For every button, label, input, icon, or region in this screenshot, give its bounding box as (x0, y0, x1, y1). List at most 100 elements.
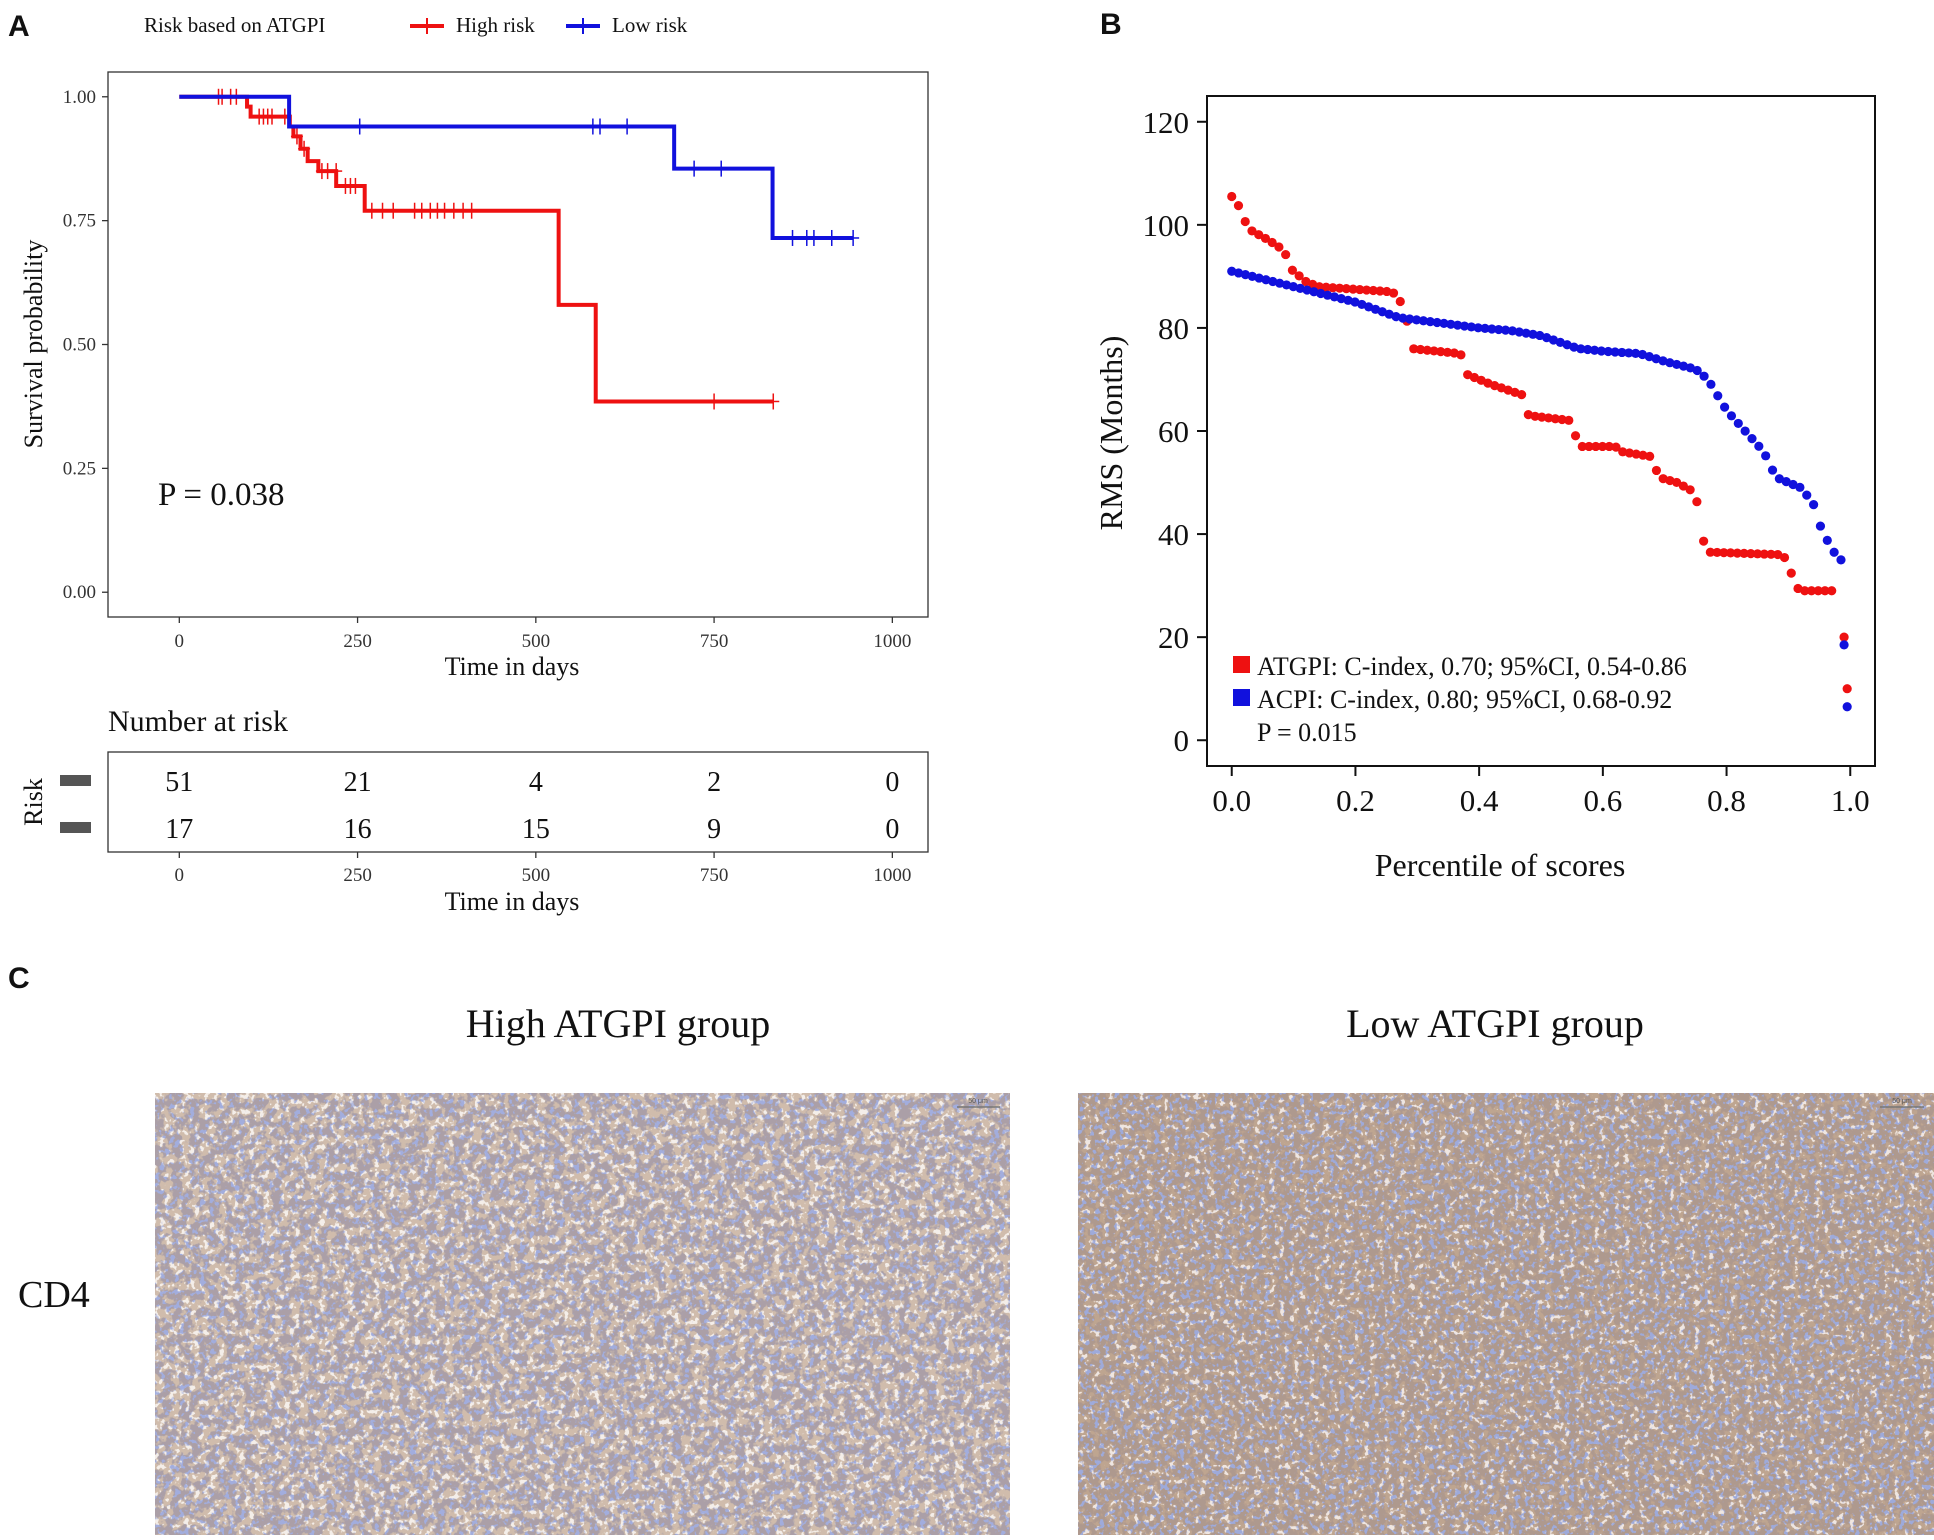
km-legend-title: Risk based on ATGPI (144, 13, 325, 37)
rms-point-acpi (1507, 326, 1518, 336)
ihc-image-high: 50 μm (155, 1093, 1010, 1535)
rms-point-acpi (1521, 328, 1531, 338)
risk-table-y-label: Risk (19, 778, 48, 826)
risk-table-cell: 15 (522, 814, 550, 845)
ihc-title-low: Low ATGPI group (1346, 1001, 1644, 1046)
km-y-tick-label: 0.25 (63, 458, 96, 479)
rms-point-atgpi (1705, 547, 1715, 557)
rms-y-tick-label: 40 (1158, 517, 1189, 552)
rms-point-atgpi (1725, 548, 1736, 558)
rms-point-atgpi (1779, 552, 1790, 563)
rms-point-acpi (1418, 316, 1429, 326)
risk-table-cell: 16 (344, 814, 372, 845)
rms-point-atgpi (1685, 485, 1695, 495)
rms-point-acpi (1795, 482, 1805, 492)
ihc-title-high: High ATGPI group (466, 1001, 770, 1046)
rms-point-acpi (1815, 521, 1826, 531)
rms-point-atgpi (1842, 684, 1852, 694)
risk-table-low-swatch (60, 822, 91, 833)
rms-legend-atgpi-swatch (1233, 656, 1250, 673)
risk-table-cells: 51 21 4 2 0 17 16 15 9 0 (165, 767, 899, 845)
rms-point-acpi (1699, 371, 1709, 381)
rms-x-tick-label: 0.4 (1460, 783, 1499, 818)
km-y-label: Survival probability (19, 240, 48, 449)
km-pvalue: P = 0.038 (158, 477, 285, 513)
rms-point-acpi (1494, 324, 1504, 335)
rms-y-tick-label: 60 (1158, 414, 1189, 449)
rms-point-acpi (1624, 348, 1634, 358)
risk-table-cell: 0 (885, 814, 899, 845)
rms-point-acpi (1596, 346, 1606, 356)
rms-point-acpi (1466, 322, 1476, 332)
rms-point-acpi (1432, 317, 1442, 328)
panel-label-c: C (8, 962, 30, 995)
rms-point-atgpi (1800, 586, 1810, 596)
rms-y-tick-label: 0 (1174, 723, 1190, 758)
rms-point-acpi (1761, 451, 1771, 461)
rms-point-atgpi (1530, 411, 1540, 421)
km-x-label: Time in days (445, 652, 580, 681)
rms-point-atgpi (1604, 441, 1614, 452)
rms-point-acpi (1754, 441, 1764, 451)
risk-table-title: Number at risk (108, 705, 288, 738)
risk-table-high-swatch (60, 775, 91, 786)
rms-point-atgpi (1281, 249, 1291, 260)
rms-point-acpi (1726, 411, 1737, 421)
rms-point-atgpi (1388, 288, 1399, 298)
rms-point-acpi (1487, 324, 1497, 334)
rms-point-acpi (1610, 347, 1620, 357)
rms-pvalue: P = 0.015 (1257, 718, 1357, 747)
rms-point-atgpi (1672, 477, 1682, 488)
rms-point-atgpi (1597, 441, 1608, 452)
rms-point-atgpi (1456, 350, 1466, 360)
km-legend-low-label: Low risk (612, 13, 688, 37)
rms-point-atgpi (1321, 282, 1331, 292)
rms-point-acpi (1446, 319, 1456, 329)
rms-point-atgpi (1227, 191, 1237, 202)
rms-point-atgpi (1341, 284, 1351, 294)
rms-legend-acpi-swatch (1233, 689, 1250, 706)
rms-point-acpi (1842, 702, 1852, 712)
rms-point-atgpi (1348, 284, 1358, 294)
rms-point-atgpi (1409, 344, 1419, 354)
rms-point-acpi (1453, 320, 1463, 330)
rms-x-tick-label: 0.6 (1583, 783, 1622, 818)
rms-point-atgpi (1361, 285, 1372, 295)
rms-point-atgpi (1233, 201, 1244, 211)
rms-point-atgpi (1557, 414, 1567, 425)
rms-point-atgpi (1274, 242, 1284, 252)
rms-point-atgpi (1645, 451, 1655, 461)
rms-point-atgpi (1591, 441, 1601, 452)
km-y-tick-label: 0.50 (63, 335, 96, 356)
rms-y-tick-label: 80 (1158, 311, 1189, 346)
rms-point-atgpi (1422, 345, 1432, 355)
panel-label-b: B (1100, 8, 1122, 41)
rms-y-tick-label: 100 (1143, 208, 1190, 243)
rms-point-acpi (1500, 325, 1511, 335)
rms-point-acpi (1631, 348, 1641, 358)
risk-table-x-label: Time in days (445, 887, 580, 916)
rms-x-tick-label: 1.0 (1831, 783, 1870, 818)
risk-table-x-tick-label: 500 (522, 865, 551, 886)
ihc-high-stain (155, 1093, 1010, 1535)
rms-point-atgpi (1577, 441, 1587, 452)
risk-table-frame (107, 751, 929, 853)
rms-x-axis: 0.0 0.2 0.4 0.6 0.8 1.0 (1212, 766, 1870, 818)
rms-point-atgpi (1375, 286, 1385, 296)
rms-point-acpi (1425, 317, 1435, 327)
rms-point-atgpi (1355, 284, 1365, 295)
rms-point-atgpi (1328, 283, 1338, 293)
rms-point-acpi (1603, 346, 1613, 357)
rms-point-atgpi (1395, 296, 1405, 307)
rms-point-acpi (1740, 426, 1750, 436)
km-x-tick-label: 500 (522, 631, 551, 652)
rms-point-acpi (1720, 402, 1730, 412)
risk-table-x-tick-label: 0 (175, 865, 185, 886)
km-series (179, 88, 860, 410)
rms-point-atgpi (1719, 548, 1729, 558)
rms-point-acpi (1583, 344, 1593, 355)
rms-point-acpi (1839, 640, 1849, 650)
rms-point-atgpi (1550, 414, 1560, 424)
rms-point-atgpi (1752, 549, 1763, 559)
